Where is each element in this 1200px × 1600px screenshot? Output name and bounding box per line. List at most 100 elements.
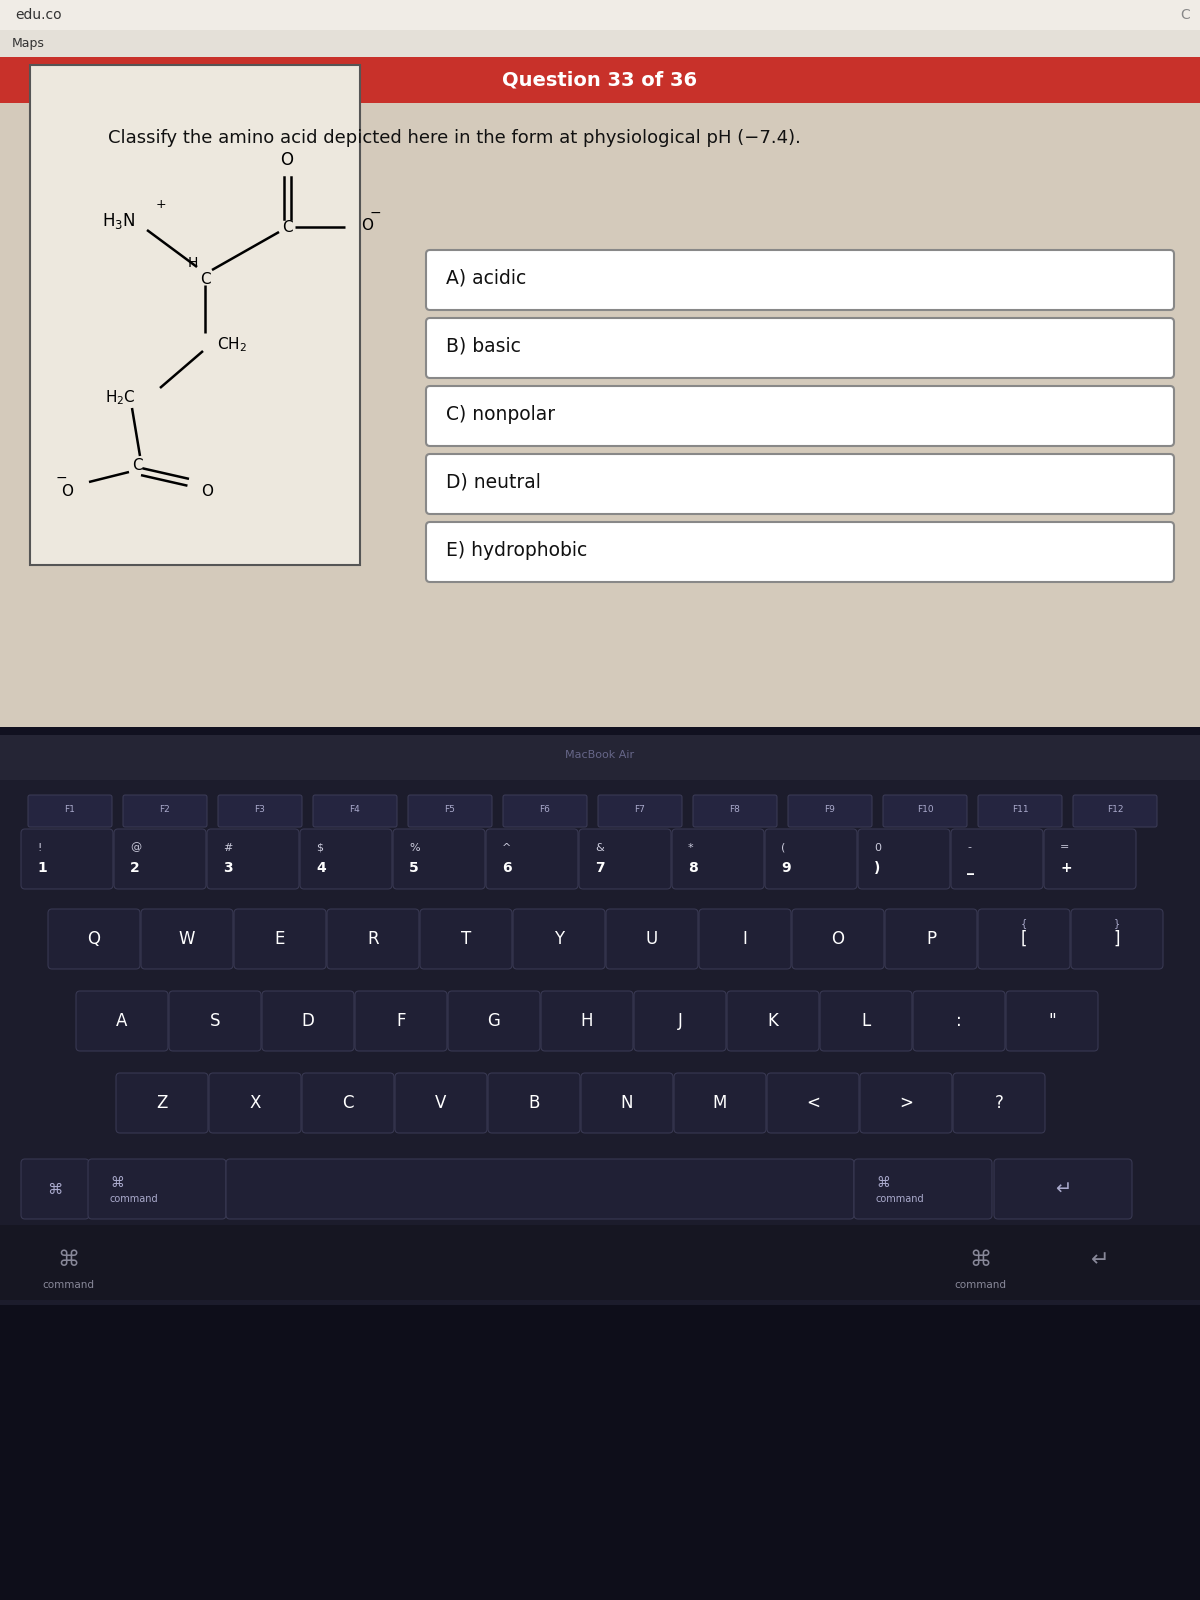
FancyBboxPatch shape — [28, 795, 112, 827]
Text: edu.co: edu.co — [14, 8, 61, 22]
FancyBboxPatch shape — [326, 909, 419, 970]
Text: command: command — [42, 1280, 94, 1290]
Text: <: < — [806, 1094, 820, 1112]
Text: Y: Y — [554, 930, 564, 947]
Text: F4: F4 — [349, 805, 360, 814]
Text: 6: 6 — [502, 861, 511, 875]
Text: R: R — [367, 930, 379, 947]
FancyBboxPatch shape — [302, 1074, 394, 1133]
FancyBboxPatch shape — [1006, 990, 1098, 1051]
FancyBboxPatch shape — [581, 1074, 673, 1133]
FancyBboxPatch shape — [672, 829, 764, 890]
FancyBboxPatch shape — [114, 829, 206, 890]
FancyBboxPatch shape — [541, 990, 634, 1051]
Text: !: ! — [37, 843, 41, 853]
FancyBboxPatch shape — [300, 829, 392, 890]
Bar — [0, 1226, 1200, 1299]
Text: S: S — [210, 1013, 221, 1030]
Text: E) hydrophobic: E) hydrophobic — [446, 541, 587, 560]
FancyBboxPatch shape — [22, 829, 113, 890]
Text: H$_2$C: H$_2$C — [106, 389, 136, 408]
Text: W: W — [179, 930, 196, 947]
FancyBboxPatch shape — [262, 990, 354, 1051]
Text: ⌘: ⌘ — [47, 1181, 62, 1197]
Text: E: E — [275, 930, 286, 947]
FancyBboxPatch shape — [313, 795, 397, 827]
Text: MacBook Air: MacBook Air — [565, 750, 635, 760]
FancyBboxPatch shape — [448, 990, 540, 1051]
FancyBboxPatch shape — [426, 522, 1174, 582]
FancyBboxPatch shape — [952, 829, 1043, 890]
Text: C: C — [199, 272, 210, 288]
Text: T: T — [461, 930, 472, 947]
FancyBboxPatch shape — [1072, 909, 1163, 970]
Text: ?: ? — [995, 1094, 1003, 1112]
Text: ]: ] — [1114, 930, 1121, 947]
FancyBboxPatch shape — [694, 795, 778, 827]
Text: M: M — [713, 1094, 727, 1112]
FancyBboxPatch shape — [76, 990, 168, 1051]
Text: G: G — [487, 1013, 500, 1030]
FancyBboxPatch shape — [606, 909, 698, 970]
Text: ⌘: ⌘ — [56, 1250, 79, 1270]
FancyBboxPatch shape — [792, 909, 884, 970]
Text: ⌘: ⌘ — [110, 1176, 124, 1190]
Text: command: command — [110, 1194, 158, 1203]
FancyBboxPatch shape — [426, 386, 1174, 446]
Text: 9: 9 — [781, 861, 791, 875]
FancyBboxPatch shape — [674, 1074, 766, 1133]
FancyBboxPatch shape — [883, 795, 967, 827]
Text: ⌘: ⌘ — [876, 1176, 890, 1190]
Text: D: D — [301, 1013, 314, 1030]
Text: Q: Q — [88, 930, 101, 947]
Text: K: K — [768, 1013, 779, 1030]
Text: −: − — [55, 470, 67, 485]
Text: ": " — [1048, 1013, 1056, 1030]
FancyBboxPatch shape — [913, 990, 1006, 1051]
Text: −: − — [370, 206, 380, 219]
Text: B: B — [528, 1094, 540, 1112]
Bar — [0, 778, 1200, 1600]
FancyBboxPatch shape — [142, 909, 233, 970]
Text: +: + — [1060, 861, 1072, 875]
Text: P: P — [926, 930, 936, 947]
FancyBboxPatch shape — [978, 909, 1070, 970]
FancyBboxPatch shape — [486, 829, 578, 890]
Text: command: command — [954, 1280, 1006, 1290]
FancyBboxPatch shape — [634, 990, 726, 1051]
Text: command: command — [876, 1194, 925, 1203]
Bar — [0, 58, 1200, 102]
Text: J: J — [678, 1013, 683, 1030]
Text: 3: 3 — [223, 861, 233, 875]
FancyBboxPatch shape — [116, 1074, 208, 1133]
Text: C: C — [282, 219, 293, 235]
Text: ): ) — [874, 861, 881, 875]
Text: H: H — [188, 256, 198, 270]
Bar — [0, 0, 1200, 30]
Text: A: A — [116, 1013, 127, 1030]
Text: F7: F7 — [635, 805, 646, 814]
Text: F5: F5 — [444, 805, 456, 814]
FancyBboxPatch shape — [767, 1074, 859, 1133]
Text: *: * — [688, 843, 694, 853]
FancyBboxPatch shape — [727, 990, 818, 1051]
FancyBboxPatch shape — [218, 795, 302, 827]
Text: 4: 4 — [316, 861, 325, 875]
Text: D) neutral: D) neutral — [446, 472, 541, 491]
Text: Classify the amino acid depicted here in the form at physiological pH (−7.4).: Classify the amino acid depicted here in… — [108, 130, 800, 147]
FancyBboxPatch shape — [420, 909, 512, 970]
Bar — [0, 1306, 1200, 1600]
Text: A) acidic: A) acidic — [446, 269, 527, 288]
Text: H$_3$N: H$_3$N — [102, 211, 134, 230]
FancyBboxPatch shape — [994, 1158, 1132, 1219]
FancyBboxPatch shape — [598, 795, 682, 827]
FancyBboxPatch shape — [503, 795, 587, 827]
Text: 1: 1 — [37, 861, 47, 875]
Text: &: & — [595, 843, 604, 853]
Text: C) nonpolar: C) nonpolar — [446, 405, 556, 424]
Bar — [0, 0, 1200, 730]
Text: (: ( — [781, 843, 785, 853]
FancyBboxPatch shape — [208, 829, 299, 890]
FancyBboxPatch shape — [854, 1158, 992, 1219]
Text: F8: F8 — [730, 805, 740, 814]
